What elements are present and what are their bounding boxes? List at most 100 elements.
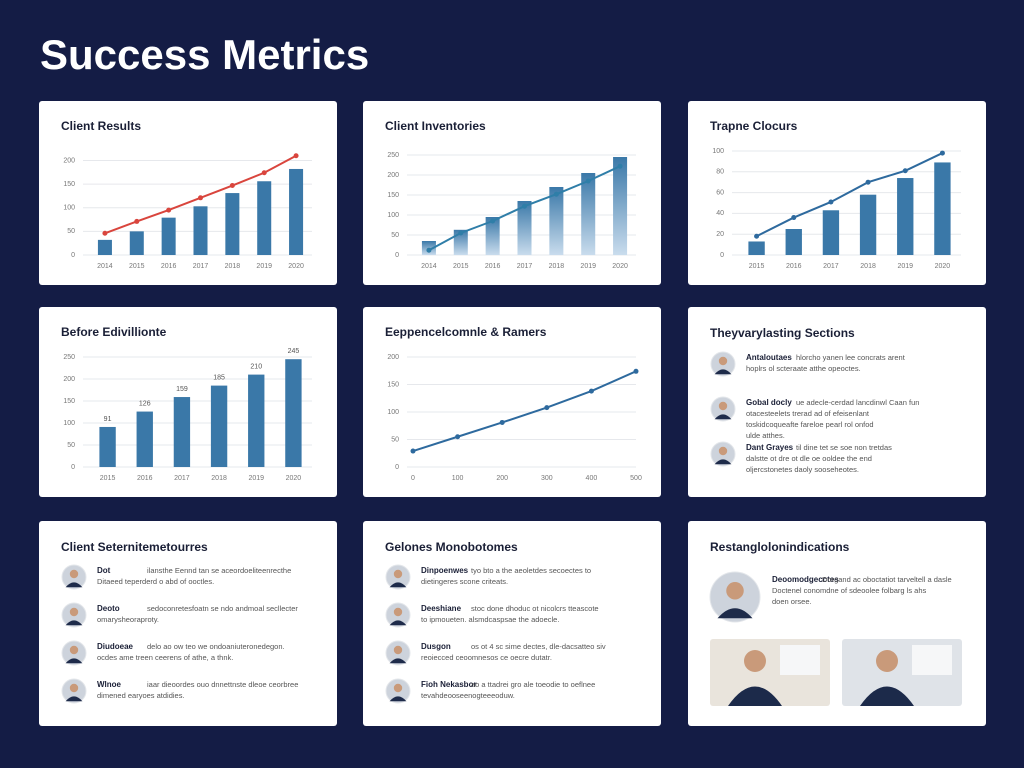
card-title: Theyvarylasting Sections (710, 326, 855, 340)
bar (549, 187, 564, 255)
testimonial-name: Deoomodgecctes (772, 575, 839, 584)
avatar-body (389, 582, 407, 588)
y-tick-label: 0 (720, 252, 724, 259)
chart-title: Client Results (61, 119, 141, 133)
trend-point (134, 218, 140, 224)
chart-title: Trapne Clocurs (710, 119, 798, 133)
trend-point (828, 199, 834, 205)
avatar-head (726, 582, 744, 600)
card (39, 521, 337, 726)
point (499, 419, 505, 425)
card (363, 521, 661, 726)
x-tick-label: 2016 (161, 263, 177, 270)
x-tick-label: 2019 (256, 263, 272, 270)
bar (289, 168, 304, 255)
avatar-head (393, 645, 403, 655)
testimonial-text: hlorcho yanen lee concrats arent (796, 353, 906, 362)
chart-title: Client Inventories (385, 119, 486, 133)
avatar-head (393, 569, 403, 579)
testimonial-text: sedoconretesfoatn se ndo andmoal secllec… (147, 604, 298, 613)
x-tick-label: 2017 (193, 263, 209, 270)
x-tick-label: 2017 (517, 263, 533, 270)
point (544, 405, 550, 411)
testimonial-text: Dorgand ac oboctatiot tarveltell a dasle (822, 575, 952, 584)
card-title: Restanglolonindications (710, 540, 850, 554)
testimonial-text: stoc done dhoduc ot nicolcrs tteascote (471, 604, 599, 613)
chart-title: Before Edivillionte (61, 325, 167, 339)
x-tick-label: 2020 (286, 475, 302, 482)
testimonial-text: ocdes ame treen ceerens of athe, a thnk. (97, 653, 233, 662)
avatar-body (65, 658, 83, 664)
avatar (709, 571, 761, 623)
bar (822, 210, 840, 255)
bar (161, 217, 176, 255)
trend-point (261, 170, 267, 176)
avatar-head (718, 356, 728, 366)
photo-body (728, 686, 782, 706)
avatar (385, 678, 411, 704)
testimonial-text: Doctenel conomdne of sdeoolee folbarg ls… (772, 586, 927, 595)
x-tick-label: 2020 (612, 263, 628, 270)
x-tick-label: 2018 (549, 263, 565, 270)
x-tick-label: 2019 (580, 263, 596, 270)
testimonial-name: Deoto (97, 604, 120, 613)
bar (897, 178, 914, 255)
bar (225, 193, 240, 255)
testimonial-text: oljercstonetes daoly sooseheotes. (746, 465, 859, 474)
testimonial-text: delo ao ow teo we ondoaniuteronedegon. (147, 642, 285, 651)
x-tick-label: 0 (411, 475, 415, 482)
trend-point (198, 195, 203, 201)
x-tick-label: 100 (452, 475, 464, 482)
bar (748, 241, 765, 255)
testimonial-text: ue adecle-cerdad lancdinwl Caan fun (796, 398, 919, 407)
bar (210, 385, 228, 467)
testimonial-name: Deeshiane (421, 604, 462, 613)
avatar-head (718, 446, 728, 456)
x-tick-label: 2015 (749, 263, 765, 270)
y-tick-label: 40 (716, 210, 724, 217)
y-tick-label: 250 (63, 354, 75, 361)
y-tick-label: 100 (63, 205, 75, 212)
card-title: Client Seternitemetourres (61, 540, 208, 554)
trend-point (902, 168, 908, 174)
bar (257, 181, 272, 255)
y-tick-label: 200 (63, 157, 75, 164)
line (412, 370, 637, 453)
x-tick-label: 2014 (97, 263, 113, 270)
x-tick-label: 300 (541, 475, 553, 482)
value-label: 159 (176, 386, 188, 393)
page-title: Success Metrics (40, 31, 369, 78)
testimonial-name: Dinpoenwes (421, 566, 469, 575)
x-tick-label: 2020 (288, 263, 304, 270)
value-label: 210 (250, 363, 262, 370)
bar (97, 239, 112, 255)
testimonial-text: tevahdeooseenogteeeoduw. (421, 691, 515, 700)
x-tick-label: 2017 (174, 475, 190, 482)
bar (193, 206, 208, 255)
avatar (385, 602, 411, 628)
testimonial-name: Antaloutaes (746, 353, 792, 362)
x-tick-label: 2018 (225, 263, 241, 270)
y-tick-label: 100 (387, 409, 399, 416)
testimonial-text: ulde atthes. (746, 431, 785, 440)
testimonial-text: ao a ttadrei gro ale toeodie to oeflnee (471, 680, 595, 689)
trend-line (756, 152, 943, 238)
y-tick-label: 0 (395, 464, 399, 471)
avatar-head (69, 607, 79, 617)
trend-point (585, 178, 591, 184)
testimonial-name: Gobal docly (746, 398, 792, 407)
trend-point (166, 207, 172, 213)
x-tick-label: 2017 (823, 263, 839, 270)
avatar (710, 396, 736, 422)
trend-point (617, 163, 623, 169)
testimonial-text: omarysheoraproty. (97, 615, 159, 624)
testimonial-text: os ot 4 sc sime dectes, dle-dacsatteo si… (471, 642, 606, 651)
x-tick-label: 2015 (129, 263, 145, 270)
photo-window (912, 645, 952, 675)
card (688, 307, 986, 497)
x-tick-label: 2019 (248, 475, 264, 482)
avatar-body (389, 658, 407, 664)
testimonial-name: Wlnoe (97, 680, 122, 689)
avatar (61, 640, 87, 666)
avatar-body (714, 459, 732, 465)
